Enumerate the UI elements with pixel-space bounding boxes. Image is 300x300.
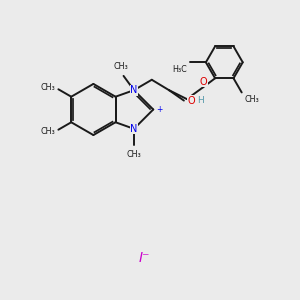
- Text: H: H: [197, 96, 204, 105]
- Text: N: N: [130, 85, 138, 95]
- Text: I⁻: I⁻: [138, 251, 150, 266]
- Text: O: O: [188, 96, 195, 106]
- Text: CH₃: CH₃: [40, 83, 55, 92]
- Text: N: N: [130, 124, 138, 134]
- Text: O: O: [200, 77, 207, 87]
- Text: CH₃: CH₃: [40, 127, 55, 136]
- Text: H₃C: H₃C: [172, 65, 187, 74]
- Text: CH₃: CH₃: [245, 95, 260, 104]
- Text: +: +: [157, 105, 163, 114]
- Text: CH₃: CH₃: [127, 150, 141, 159]
- Text: CH₃: CH₃: [114, 62, 128, 71]
